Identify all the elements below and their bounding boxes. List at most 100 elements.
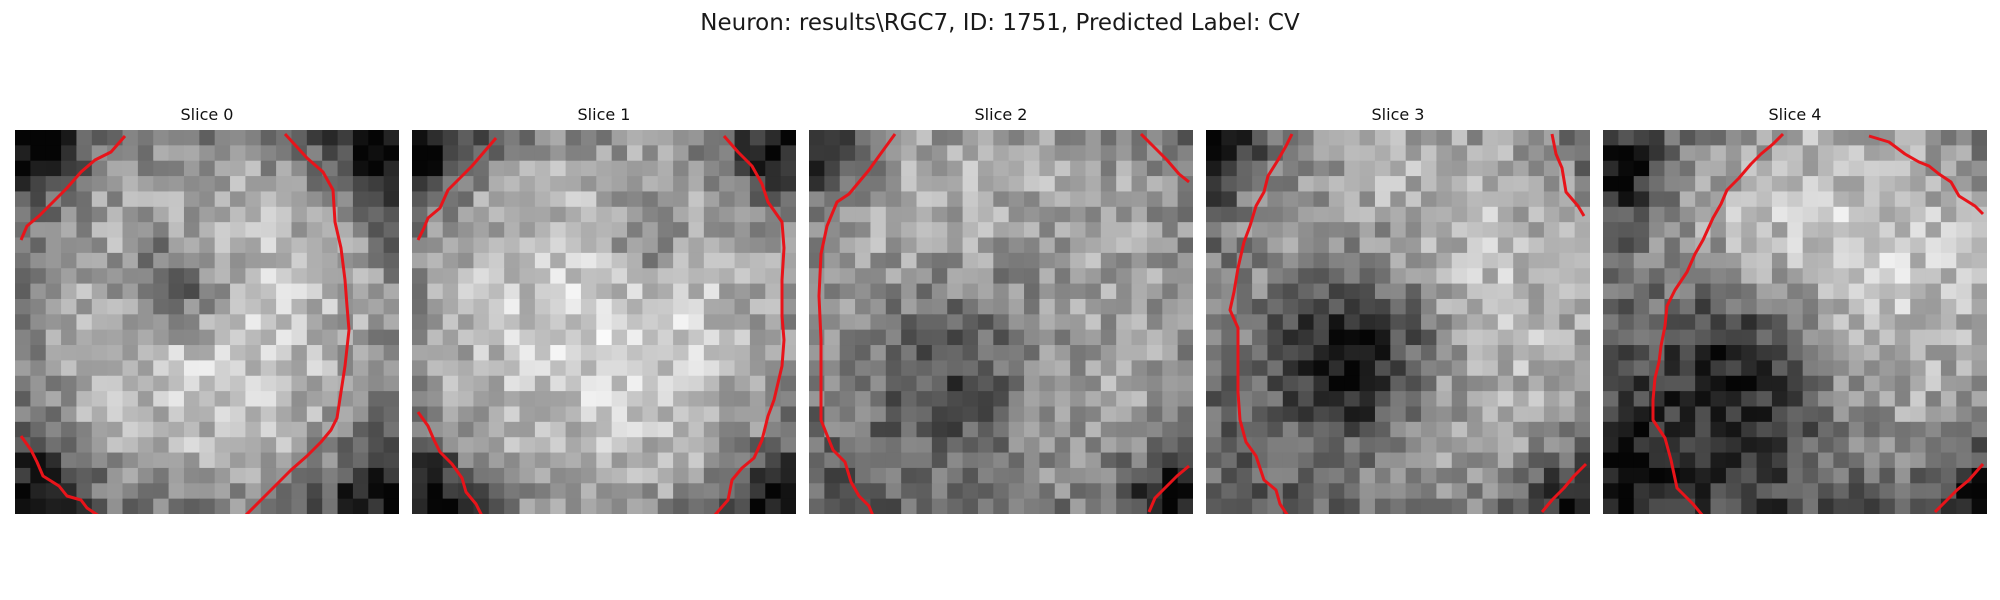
image-pixel <box>168 298 185 315</box>
image-pixel <box>183 437 200 454</box>
image-pixel <box>1695 145 1712 162</box>
image-pixel <box>1559 145 1576 162</box>
image-pixel <box>1513 467 1530 484</box>
image-pixel <box>291 206 308 223</box>
image-pixel <box>977 145 994 162</box>
image-pixel <box>1359 375 1376 392</box>
image-pixel <box>245 437 262 454</box>
image-pixel <box>534 222 551 239</box>
image-pixel <box>931 437 948 454</box>
image-pixel <box>1100 498 1117 514</box>
image-pixel <box>322 283 339 300</box>
image-pixel <box>1131 498 1148 514</box>
image-pixel <box>580 176 597 193</box>
image-pixel <box>1085 268 1102 285</box>
image-pixel <box>291 145 308 162</box>
image-pixel <box>1421 360 1437 377</box>
image-pixel <box>1451 467 1468 484</box>
image-pixel <box>137 406 154 423</box>
image-pixel <box>870 283 887 300</box>
image-pixel <box>1146 329 1163 346</box>
image-pixel <box>122 483 139 500</box>
image-pixel <box>1298 176 1315 193</box>
image-pixel <box>993 160 1010 177</box>
image-pixel <box>1221 130 1238 146</box>
image-pixel <box>337 191 354 208</box>
image-pixel <box>368 145 385 162</box>
image-pixel <box>596 298 613 315</box>
image-pixel <box>1436 314 1453 331</box>
image-pixel <box>1756 421 1773 438</box>
image-pixel <box>1146 268 1163 285</box>
image-pixel <box>749 206 766 223</box>
image-pixel <box>1802 314 1819 331</box>
image-pixel <box>473 314 490 331</box>
image-pixel <box>1956 437 1973 454</box>
image-pixel <box>1787 406 1804 423</box>
image-pixel <box>1252 222 1269 239</box>
image-pixel <box>183 406 200 423</box>
image-pixel <box>276 498 293 514</box>
image-pixel <box>1070 345 1087 361</box>
image-pixel <box>596 437 613 454</box>
image-pixel <box>580 191 597 208</box>
image-pixel <box>1833 191 1850 208</box>
image-pixel <box>1236 298 1253 315</box>
image-pixel <box>1497 391 1514 408</box>
image-pixel <box>977 421 994 438</box>
image-pixel <box>1848 160 1865 177</box>
image-pixel <box>1344 314 1361 331</box>
image-pixel <box>1039 237 1056 254</box>
image-pixel <box>734 437 751 454</box>
image-pixel <box>122 237 139 254</box>
image-pixel <box>1131 314 1148 331</box>
image-pixel <box>1925 483 1942 500</box>
image-pixel <box>1451 437 1468 454</box>
image-pixel <box>473 483 490 500</box>
image-pixel <box>1116 160 1133 177</box>
image-pixel <box>885 391 902 408</box>
image-pixel <box>1024 498 1040 514</box>
image-pixel <box>1864 406 1881 423</box>
image-pixel <box>519 467 536 484</box>
image-pixel <box>412 421 428 438</box>
image-pixel <box>1039 483 1056 500</box>
image-pixel <box>824 329 841 346</box>
image-pixel <box>611 222 628 239</box>
image-pixel <box>427 206 444 223</box>
image-pixel <box>688 191 705 208</box>
image-pixel <box>1618 329 1635 346</box>
image-pixel <box>780 421 796 438</box>
image-pixel <box>230 160 246 177</box>
image-pixel <box>703 391 720 408</box>
image-pixel <box>1664 360 1681 377</box>
image-pixel <box>368 160 385 177</box>
image-pixel <box>688 345 705 361</box>
image-pixel <box>947 191 964 208</box>
image-pixel <box>1741 467 1758 484</box>
image-pixel <box>473 176 490 193</box>
image-pixel <box>1879 329 1896 346</box>
image-pixel <box>1603 130 1619 146</box>
image-pixel <box>1741 130 1758 146</box>
slice-image <box>809 130 1193 514</box>
image-pixel <box>657 298 674 315</box>
image-pixel <box>122 437 139 454</box>
image-pixel <box>809 252 825 269</box>
image-pixel <box>45 391 62 408</box>
image-pixel <box>1543 314 1560 331</box>
image-pixel <box>1833 406 1850 423</box>
image-pixel <box>977 467 994 484</box>
image-pixel <box>230 452 246 469</box>
image-pixel <box>1848 268 1865 285</box>
image-pixel <box>1649 437 1666 454</box>
image-pixel <box>368 421 385 438</box>
image-pixel <box>734 421 751 438</box>
image-pixel <box>1236 375 1253 392</box>
image-pixel <box>214 160 231 177</box>
image-pixel <box>780 191 796 208</box>
image-pixel <box>1116 406 1133 423</box>
image-pixel <box>611 206 628 223</box>
image-pixel <box>839 191 856 208</box>
image-pixel <box>809 191 825 208</box>
